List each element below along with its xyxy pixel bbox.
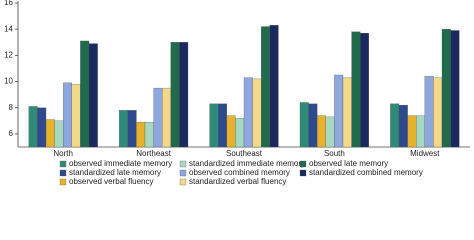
bar — [28, 106, 38, 148]
y-tick-label: 16 — [4, 0, 13, 7]
x-tick-label: South — [324, 149, 345, 158]
bar — [63, 82, 72, 148]
bar — [127, 110, 137, 148]
bar — [162, 87, 171, 148]
legend-label: standardized combined memory — [309, 168, 423, 177]
bar — [209, 103, 219, 148]
legend-swatch — [59, 178, 67, 186]
bar — [88, 43, 98, 148]
bar — [334, 74, 344, 148]
legend-swatch — [179, 178, 187, 186]
bar — [342, 77, 352, 148]
bar — [450, 30, 460, 148]
legend-swatch — [299, 169, 307, 177]
bar — [325, 116, 335, 148]
bar — [144, 121, 154, 148]
legend-swatch — [59, 169, 67, 177]
bar — [45, 119, 55, 148]
bar — [317, 115, 326, 148]
bar — [308, 103, 318, 148]
bar — [54, 120, 64, 148]
legend-label: observed late memory — [309, 159, 388, 168]
legend-label: standardized late memory — [69, 168, 161, 177]
bar — [218, 103, 227, 148]
chart: 6 8 10 12 14 16 North Northeast Southeast South Mi… — [4, 0, 470, 186]
bar — [37, 107, 47, 148]
bar — [360, 32, 369, 148]
bar — [119, 110, 128, 148]
bar — [351, 31, 361, 148]
bar — [179, 42, 189, 148]
x-tick-label: North — [53, 149, 73, 158]
bar — [71, 84, 81, 148]
legend-swatch — [179, 160, 187, 168]
y-tick-label: 10 — [4, 77, 13, 86]
bar — [80, 40, 90, 148]
y-tick-label: 6 — [9, 129, 14, 138]
y-tick-label: 12 — [4, 50, 13, 59]
bar — [433, 77, 443, 148]
bar — [226, 115, 236, 148]
bar — [441, 29, 451, 148]
legend-label: standardized verbal fluency — [189, 177, 286, 186]
y-tick-label: 8 — [9, 103, 14, 112]
legend-label: observed immediate memory — [69, 159, 172, 168]
bar — [170, 42, 180, 148]
bar — [252, 78, 262, 148]
x-tick-label: Northeast — [136, 149, 171, 158]
bar — [398, 104, 408, 148]
legend-swatch — [299, 160, 307, 168]
x-tick-label: Midwest — [410, 149, 440, 158]
legend-label: observed combined memory — [189, 168, 290, 177]
legend-swatch — [179, 169, 187, 177]
bar — [153, 87, 163, 148]
legend-swatch — [59, 160, 67, 168]
bar — [136, 121, 146, 148]
bar — [299, 102, 309, 148]
bar — [235, 118, 245, 148]
bar — [390, 103, 400, 148]
bar — [269, 25, 279, 148]
bar — [424, 76, 434, 148]
legend-label: standardized immediate memory — [189, 159, 305, 168]
bar — [243, 77, 253, 148]
y-tick-label: 14 — [4, 24, 13, 33]
bar — [261, 26, 270, 148]
bar — [407, 115, 417, 148]
x-tick-label: Southeast — [226, 149, 263, 158]
bar — [416, 115, 425, 148]
legend-label: observed verbal fluency — [69, 177, 154, 186]
